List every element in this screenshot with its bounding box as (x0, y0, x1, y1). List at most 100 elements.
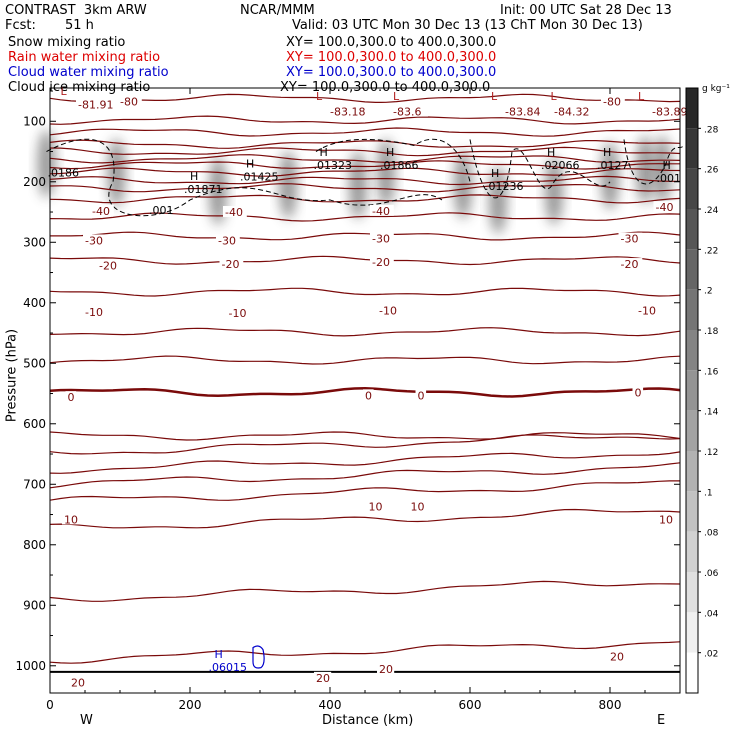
temp-contour (49, 387, 681, 398)
cloud-ice-contours (46, 138, 684, 217)
temp-label-bg (552, 105, 596, 117)
snow-blob (545, 156, 563, 225)
extremum-marker: H (547, 146, 555, 159)
colorbar-cell (686, 168, 698, 209)
extremum-marker: L (316, 90, 323, 103)
temp-label-bg (370, 204, 394, 216)
colorbar-cell (686, 410, 698, 451)
extremum-value: .001 (149, 204, 174, 217)
x-end-left: W (80, 713, 93, 728)
temp-label-bg (118, 95, 142, 107)
temp-label: -10 (85, 306, 103, 319)
y-tick-label: 800 (23, 538, 46, 552)
temp-label-bg (65, 391, 77, 403)
colorbar-cell (686, 531, 698, 572)
snow-shading (37, 129, 672, 234)
temp-label: -30 (621, 233, 639, 246)
temp-label-bg (90, 204, 114, 216)
temp-label-bg (377, 662, 395, 674)
temp-label: -30 (218, 234, 236, 247)
extremum-marker: L (551, 90, 558, 103)
temp-label: -80 (603, 95, 621, 108)
temp-label-bg (83, 234, 107, 246)
x-tick-label: 0 (46, 698, 54, 712)
temp-contour (49, 287, 681, 297)
temp-label: -10 (638, 305, 656, 318)
colorbar-cell (686, 289, 698, 330)
colorbar-cell (686, 451, 698, 492)
x-tick-label: 200 (179, 698, 202, 712)
temp-label: 10 (659, 513, 673, 526)
temp-label: -83.84 (505, 106, 540, 119)
extremum-marker: H (246, 158, 254, 171)
extremum-marker: H (190, 170, 198, 183)
y-tick-label: 900 (23, 598, 46, 612)
temp-label: -20 (621, 258, 639, 271)
colorbar-frame (685, 87, 699, 694)
field-rain: Rain water mixing ratio (8, 50, 161, 65)
x-end-right: E (657, 713, 666, 728)
colorbar-cell (686, 572, 698, 613)
temp-label-bg (618, 258, 643, 270)
temp-contour (49, 480, 680, 501)
field-snow-xy: XY= 100.0,300.0 to 400.0,300.0 (286, 35, 497, 50)
temp-label: -80 (120, 95, 138, 108)
colorbar-tick-label: .02 (704, 650, 718, 660)
temp-label: -81.91 (78, 98, 113, 111)
y-axis-label: Pressure (hPa) (4, 328, 20, 423)
temp-label-bg (632, 386, 644, 398)
temp-label: -40 (92, 205, 110, 218)
x-tick-label: 400 (319, 698, 342, 712)
temp-label: 10 (411, 501, 425, 514)
temp-contour (50, 231, 681, 241)
temp-label: 0 (635, 386, 642, 399)
temp-label: -10 (229, 307, 247, 320)
temp-contour (49, 434, 681, 455)
extremum-value: .06015 (209, 661, 248, 674)
temp-contour (49, 580, 681, 602)
extremum-value: .01871 (184, 183, 223, 196)
colorbar-cell (686, 370, 698, 411)
colorbar-tick-label: .24 (704, 206, 719, 216)
colorbar-tick-label: .14 (704, 408, 719, 418)
extremum-value: .01236 (485, 180, 524, 193)
y-tick-label: 400 (23, 296, 46, 310)
colorbar-tick-label: .18 (704, 327, 719, 337)
temp-label-bg (328, 105, 372, 117)
temp-label: 10 (369, 501, 383, 514)
snow-blob (209, 156, 227, 225)
snow-blob (107, 138, 126, 207)
field-snow: Snow mixing ratio (8, 35, 126, 50)
colorbar-unit: g kg⁻¹ (702, 84, 730, 94)
colorbar-tick-label: .12 (704, 448, 718, 458)
temp-label: 0 (418, 389, 425, 402)
colorbar-tick-label: .2 (704, 287, 713, 297)
temp-contour (49, 160, 680, 170)
temp-label: 20 (379, 663, 393, 676)
valid-time: Valid: 03 UTC Mon 30 Dec 13 (13 ChT Mon … (292, 18, 643, 33)
y-tick-label: 1000 (15, 659, 46, 673)
temp-label-bg (83, 305, 107, 317)
colorbar-cell (686, 491, 698, 532)
temp-label: 0 (68, 391, 75, 404)
temp-contour (49, 212, 681, 222)
temp-contour (49, 255, 681, 266)
temp-label-bg (226, 307, 251, 319)
temp-label-bg (370, 232, 394, 244)
temp-contour (49, 462, 681, 489)
y-tick-label: 100 (23, 114, 46, 128)
y-tick-label: 200 (23, 175, 46, 189)
temp-label-bg (503, 105, 547, 117)
temperature-contours (49, 93, 681, 673)
contour-labels: -80 -80 -83.18 -83.6 -83.84 -84.32 -83.89 -81.9… (48, 85, 694, 690)
extremum-marker: L (61, 85, 68, 98)
temp-contour (49, 355, 681, 365)
colorbar-cell (686, 209, 698, 250)
temp-contour (49, 641, 681, 664)
temp-label: -83.89 (652, 106, 687, 119)
extremum-value: .0127 (597, 159, 629, 172)
temp-label: 10 (64, 513, 78, 526)
temp-contour (49, 183, 681, 193)
extremum-value: .01425 (240, 171, 279, 184)
